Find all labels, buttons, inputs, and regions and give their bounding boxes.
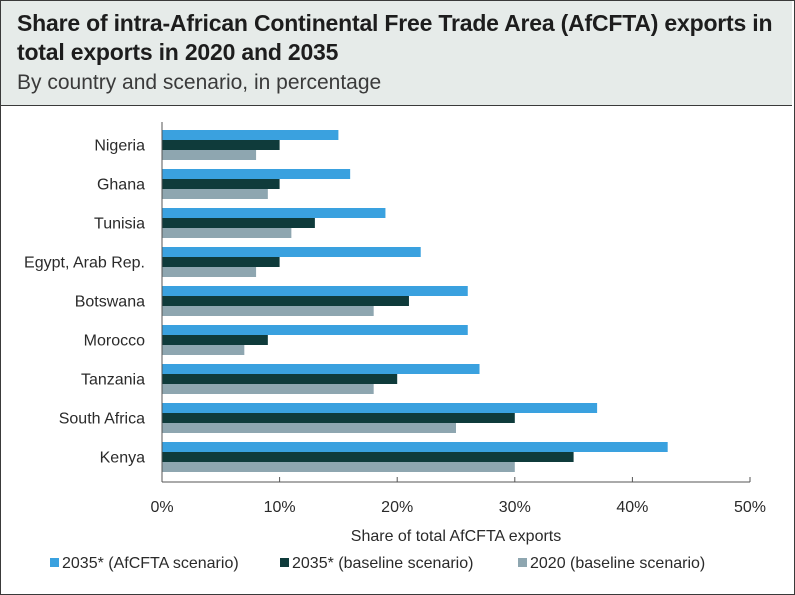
- category-label: Tanzania: [81, 372, 145, 389]
- bar-3-8: [162, 423, 456, 433]
- bar-3-6: [162, 345, 245, 355]
- x-tick-label: 20%: [381, 499, 413, 516]
- x-tick-label: 30%: [499, 499, 531, 516]
- bar-1-8: [162, 403, 598, 413]
- bar-3-7: [162, 384, 374, 394]
- legend-label: 2035* (AfCFTA scenario): [62, 555, 239, 572]
- bar-1-3: [162, 208, 386, 218]
- bar-3-1: [162, 150, 257, 160]
- bar-2-5: [162, 296, 409, 306]
- bar-3-9: [162, 462, 515, 472]
- x-tick-label: 50%: [734, 499, 766, 516]
- bar-1-6: [162, 325, 468, 335]
- legend-label: 2020 (baseline scenario): [530, 555, 705, 572]
- bar-1-9: [162, 442, 668, 452]
- bar-1-7: [162, 364, 480, 374]
- chart-title: Share of intra-African Continental Free …: [17, 10, 773, 65]
- bar-2-8: [162, 413, 515, 423]
- bar-2-4: [162, 257, 280, 267]
- x-tick-label: 10%: [264, 499, 296, 516]
- category-label: South Africa: [59, 411, 145, 428]
- bar-2-6: [162, 335, 268, 345]
- category-label: Kenya: [100, 450, 145, 467]
- category-label: Egypt, Arab Rep.: [24, 255, 145, 272]
- legend-swatch: [280, 558, 289, 567]
- bar-3-3: [162, 228, 292, 238]
- bar-2-7: [162, 374, 398, 384]
- bar-1-5: [162, 286, 468, 296]
- chart-subtitle: By country and scenario, in percentage: [17, 71, 382, 94]
- chart-header: Share of intra-African Continental Free …: [1, 1, 792, 106]
- legend-label: 2035* (baseline scenario): [292, 555, 473, 572]
- bar-2-3: [162, 218, 315, 228]
- bar-3-5: [162, 306, 374, 316]
- category-label: Morocco: [84, 333, 145, 350]
- category-label: Tunisia: [94, 216, 145, 233]
- bar-2-2: [162, 179, 280, 189]
- bar-1-4: [162, 247, 421, 257]
- bar-1-1: [162, 130, 339, 140]
- bar-2-1: [162, 140, 280, 150]
- category-label: Nigeria: [94, 138, 145, 155]
- legend-swatch: [518, 558, 527, 567]
- bar-2-9: [162, 452, 574, 462]
- category-label: Botswana: [75, 294, 145, 311]
- x-tick-label: 40%: [616, 499, 648, 516]
- bar-3-4: [162, 267, 257, 277]
- x-axis-label: Share of total AfCFTA exports: [351, 528, 561, 545]
- category-label: Ghana: [97, 177, 145, 194]
- bar-3-2: [162, 189, 268, 199]
- bar-1-2: [162, 169, 351, 179]
- legend-swatch: [50, 558, 59, 567]
- x-tick-label: 0%: [150, 499, 173, 516]
